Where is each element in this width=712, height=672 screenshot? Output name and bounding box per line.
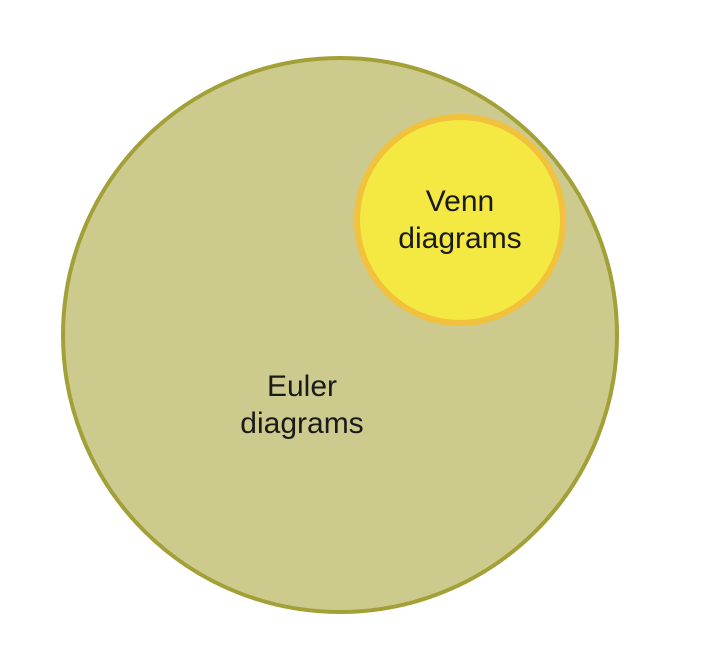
inner-circle-venn: Venn diagrams [354,114,566,326]
euler-diagram-container: Euler diagrams Venn diagrams [0,0,712,672]
inner-circle-label: Venn diagrams [398,183,521,258]
outer-circle-euler: Euler diagrams [61,56,619,614]
outer-circle-label: Euler diagrams [240,368,363,443]
